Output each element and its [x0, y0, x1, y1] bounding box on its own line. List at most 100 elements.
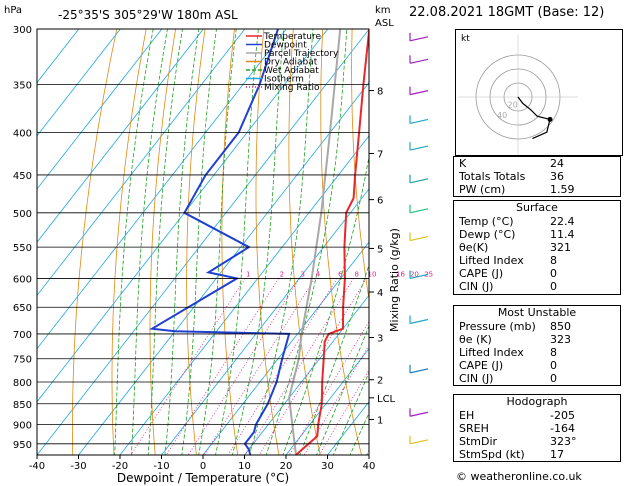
dry-adiabat-line — [288, 29, 321, 455]
wet-adiabat-line — [215, 29, 259, 455]
dry-adiabat-line — [221, 29, 239, 455]
dry-adiabat-line — [111, 29, 147, 455]
wet-adiabat-line — [349, 412, 369, 455]
x-tick-label: 20 — [280, 461, 293, 472]
wind-barb — [409, 411, 429, 417]
mixing-ratio-line — [187, 278, 300, 455]
hodograph-storm-marker — [547, 116, 553, 122]
mixing-ratio-label: 16 — [396, 270, 405, 278]
mixing-ratio-line — [227, 278, 338, 455]
x-tick-label: -20 — [112, 461, 128, 472]
hodograph-ring-label: 20 — [508, 101, 518, 110]
mixing-ratio-label: 2 — [280, 270, 284, 278]
wet-adiabat-line — [164, 29, 200, 455]
height-unit-top: km — [375, 5, 391, 16]
dry-adiabat-line — [71, 29, 118, 455]
surface-row: Temp (°C) 22.4 — [459, 215, 575, 228]
mixing-ratio-label: 3 — [300, 270, 304, 278]
dry-adiabat-line — [351, 29, 369, 302]
x-tick-label: -10 — [153, 461, 169, 472]
x-tick-label: 40 — [363, 461, 376, 472]
mu-row: Pressure (mb) 850 — [459, 320, 571, 333]
isotherm-line — [37, 29, 204, 243]
pressure-tick-label: 450 — [13, 171, 32, 182]
x-axis-title: Dewpoint / Temperature (°C) — [117, 471, 289, 485]
wind-barb — [409, 58, 429, 64]
pressure-unit-label: hPa — [4, 5, 22, 16]
isotherm-line — [37, 29, 287, 350]
pressure-tick-label: 400 — [13, 129, 32, 140]
pressure-tick-label: 300 — [13, 25, 32, 36]
location-title: -25°35'S 305°29'W 180m ASL — [58, 8, 238, 22]
wind-barb — [409, 178, 429, 184]
index-row: K 24 — [459, 157, 564, 170]
pressure-tick-label: 550 — [13, 243, 32, 254]
km-tick-label: 1 — [377, 416, 383, 427]
mixing-ratio-line — [165, 278, 279, 455]
mixing-ratio-label: 25 — [424, 270, 433, 278]
hodograph-unit-label: kt — [461, 34, 470, 44]
most-unstable-table: Most Unstable Pressure (mb) 850 θe (K) 323… — [453, 305, 621, 387]
hodo-row: StmDir 323° — [459, 435, 577, 449]
dry-adiabat-line — [186, 29, 206, 455]
most-unstable-title: Most Unstable — [497, 306, 577, 319]
pressure-tick-label: 650 — [13, 303, 32, 314]
hodograph-title: Hodograph — [506, 395, 568, 408]
index-row: PW (cm) 1.59 — [459, 183, 575, 197]
mixing-ratio-label: 10 — [368, 270, 377, 278]
wind-barb — [409, 90, 429, 96]
isotherm-line — [37, 29, 369, 455]
mixing-ratio-label: 6 — [338, 270, 343, 278]
legend-label: Parcel Trajectory — [264, 49, 339, 59]
wind-barb — [409, 235, 429, 242]
legend-label: Temperature — [263, 32, 321, 42]
pressure-tick-label: 750 — [13, 355, 32, 366]
pressure-tick-label: 500 — [13, 209, 32, 220]
parcel-trajectory-line — [288, 29, 342, 455]
wind-barb — [409, 145, 429, 151]
dry-adiabat-line — [255, 29, 280, 455]
surface-row: θe(K) 321 — [459, 241, 571, 255]
isotherm-line — [285, 347, 369, 455]
mixing-ratio-label: 4 — [316, 270, 321, 278]
km-tick-label: LCL — [377, 394, 396, 405]
x-tick-label: -30 — [70, 461, 86, 472]
isotherm-line — [244, 294, 369, 455]
wet-adiabat-line — [248, 29, 314, 455]
x-tick-label: -40 — [29, 461, 45, 472]
surface-row: CIN (J) 0 — [459, 280, 557, 294]
mixing-ratio-label: 1 — [246, 270, 250, 278]
isotherm-line — [202, 241, 369, 455]
mixing-ratio-axis-title: Mixing Ratio (g/kg) — [388, 228, 401, 332]
wet-adiabat-line — [147, 29, 183, 455]
pressure-tick-label: 700 — [13, 330, 32, 341]
legend-label: Wet Adiabat — [264, 66, 319, 76]
pressure-tick-label: 800 — [13, 378, 32, 389]
pressure-tick-label: 600 — [13, 274, 32, 285]
wet-adiabat-line — [332, 371, 369, 455]
hodo-row: StmSpd (kt) 17 — [459, 448, 564, 462]
legend-label: Mixing Ratio — [264, 83, 320, 93]
isotherm-line — [119, 135, 369, 455]
x-tick-label: 0 — [200, 461, 206, 472]
mu-row: θe (K) 323 — [459, 333, 571, 347]
hodo-row: EH -205 — [459, 409, 575, 422]
wet-adiabat-line — [265, 29, 348, 455]
wet-adiabat-line — [181, 29, 217, 455]
wet-adiabat-line — [316, 324, 369, 455]
indices-table: K 24 Totals Totals 36 PW (cm) 1.59 — [453, 156, 621, 198]
surface-row: Dewp (°C) 11.4 — [459, 228, 575, 242]
pressure-tick-label: 950 — [13, 440, 32, 451]
km-tick-label: 6 — [377, 196, 383, 207]
isotherm-line — [37, 29, 121, 137]
isotherm-line — [161, 188, 369, 455]
pressure-tick-label: 900 — [13, 420, 32, 431]
surface-row: CAPE (J) 0 — [459, 267, 557, 281]
km-tick-label: 7 — [377, 149, 383, 160]
isotherm-line — [37, 29, 163, 190]
isotherm-line — [37, 29, 80, 84]
km-tick-label: 4 — [377, 288, 383, 299]
wet-adiabat-line — [198, 29, 237, 455]
